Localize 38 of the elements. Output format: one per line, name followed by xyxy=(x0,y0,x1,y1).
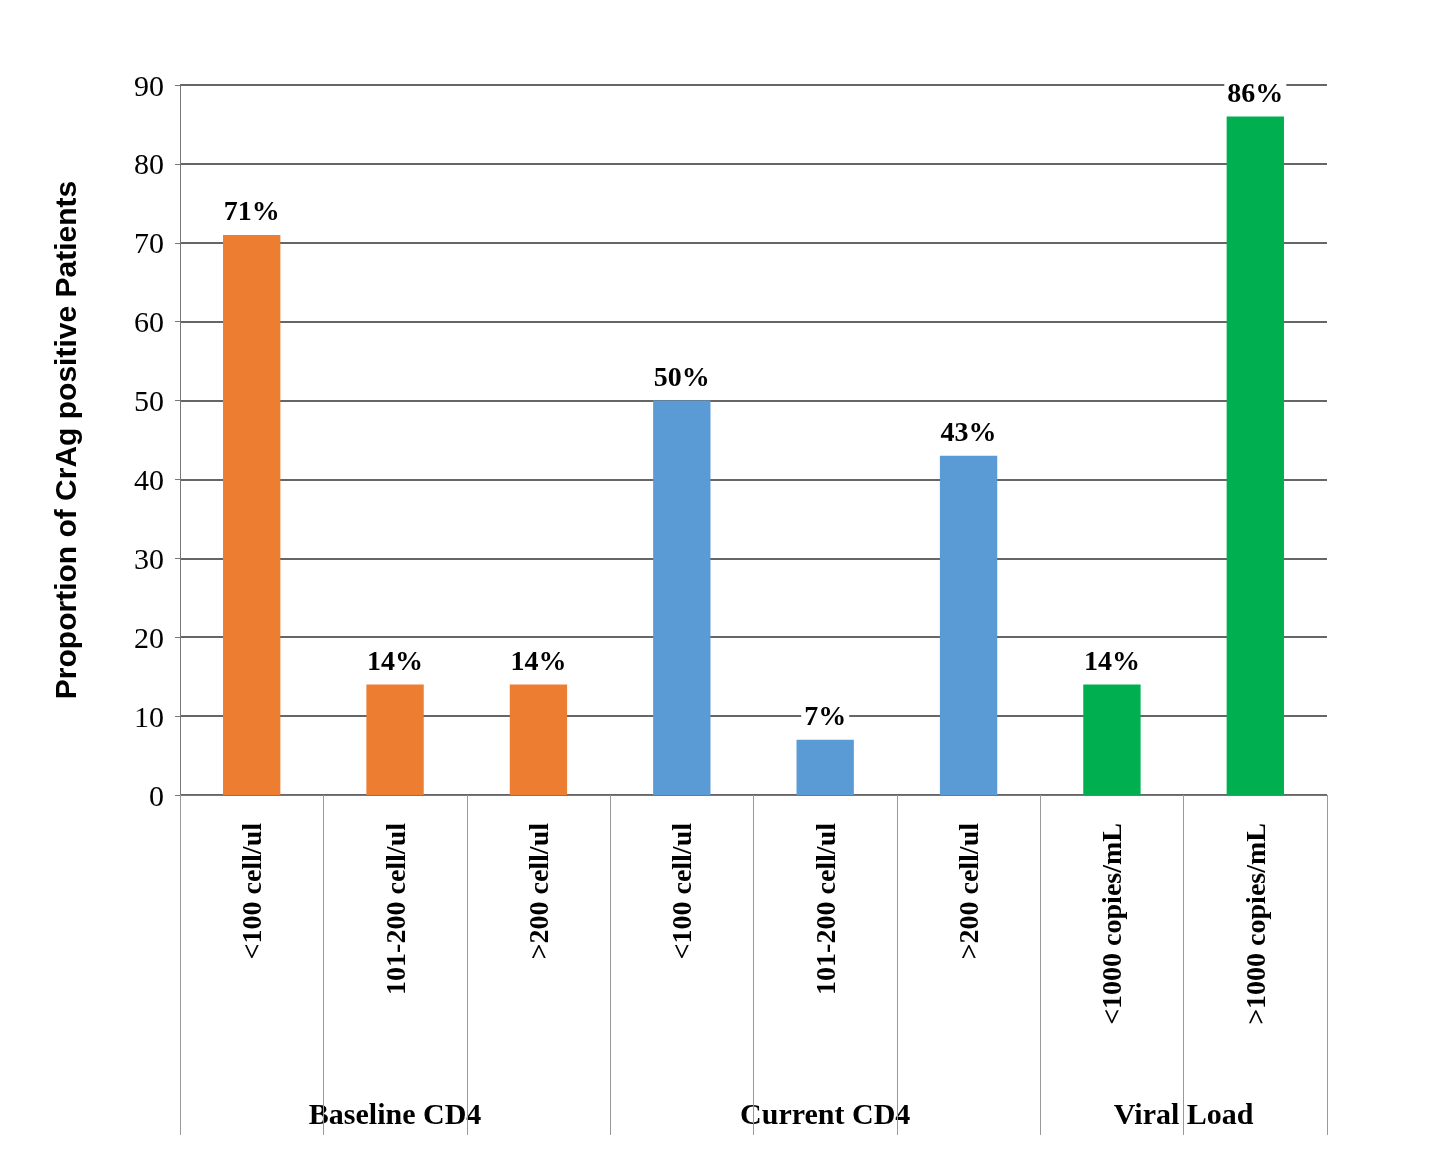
bar xyxy=(223,234,281,795)
data-label: 14% xyxy=(1083,645,1140,677)
y-tick-label: 0 xyxy=(149,778,164,812)
data-label: 50% xyxy=(653,361,710,393)
data-label: 43% xyxy=(940,416,997,448)
text: Baseline CD4 xyxy=(308,1096,482,1130)
x-tick-label: 101-200 cell/ul xyxy=(809,822,841,995)
y-tick-label: 50 xyxy=(134,384,164,418)
x-tick-label: <100 cell/ul xyxy=(666,822,698,960)
bar xyxy=(366,684,424,795)
bar xyxy=(939,455,998,795)
data-label: 71% xyxy=(223,195,280,227)
text: Viral Load xyxy=(1113,1096,1254,1130)
text: Current CD4 xyxy=(740,1096,911,1130)
y-tick-label: 70 xyxy=(134,226,164,260)
data-label: 14% xyxy=(510,645,567,677)
y-tick-label: 10 xyxy=(134,699,164,733)
bar xyxy=(796,739,854,795)
data-label: 7% xyxy=(804,700,847,732)
x-tick-label: <1000 copies/mL xyxy=(1096,823,1128,1025)
bar xyxy=(509,684,568,795)
y-tick-label: 20 xyxy=(134,620,164,654)
y-tick-label: 80 xyxy=(134,147,164,181)
data-label: 14% xyxy=(367,645,424,677)
y-tick-label: 60 xyxy=(134,305,164,339)
x-tick-label: >1000 copies/mL xyxy=(1239,823,1271,1025)
y-axis-title: Proportion of CrAg positive Patients xyxy=(48,180,82,700)
data-label: 86% xyxy=(1227,77,1284,109)
bar xyxy=(653,400,711,795)
x-tick-label: >200 cell/ul xyxy=(522,822,554,960)
y-tick-label: 90 xyxy=(134,68,164,102)
bar xyxy=(1083,684,1141,795)
x-tick-label: >200 cell/ul xyxy=(953,822,985,960)
y-tick-label: 30 xyxy=(134,541,164,575)
x-tick-label: <100 cell/ul xyxy=(236,822,268,960)
x-tick-label: 101-200 cell/ul xyxy=(379,822,411,995)
bar xyxy=(1226,116,1284,795)
y-tick-label: 40 xyxy=(134,462,164,496)
